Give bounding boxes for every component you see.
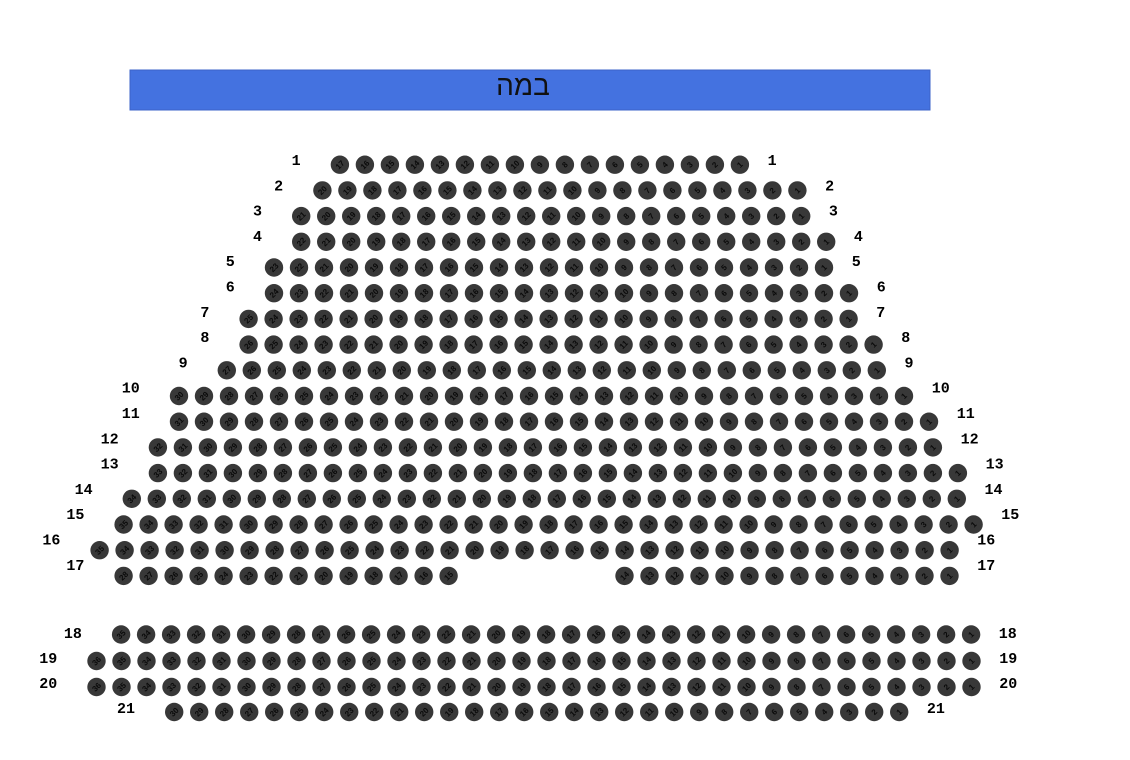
svg-text:16: 16 (977, 533, 995, 550)
svg-text:9: 9 (905, 355, 914, 372)
svg-text:2: 2 (825, 178, 834, 195)
svg-text:20: 20 (999, 676, 1017, 693)
svg-text:13: 13 (101, 457, 119, 474)
svg-text:1: 1 (768, 153, 777, 170)
svg-text:15: 15 (1001, 507, 1019, 524)
svg-text:5: 5 (852, 254, 861, 271)
svg-text:17: 17 (66, 558, 84, 575)
svg-text:9: 9 (179, 355, 188, 372)
svg-text:10: 10 (932, 381, 950, 398)
svg-text:18: 18 (999, 626, 1017, 643)
svg-text:19: 19 (39, 651, 57, 668)
svg-text:במה: במה (496, 70, 550, 101)
svg-text:19: 19 (999, 651, 1017, 668)
svg-text:6: 6 (877, 280, 886, 297)
svg-text:15: 15 (66, 507, 84, 524)
svg-text:17: 17 (977, 558, 995, 575)
svg-text:4: 4 (854, 229, 863, 246)
svg-text:4: 4 (253, 229, 262, 246)
svg-text:13: 13 (986, 457, 1004, 474)
svg-text:14: 14 (985, 482, 1003, 499)
svg-text:14: 14 (75, 482, 93, 499)
svg-text:18: 18 (64, 626, 82, 643)
svg-text:7: 7 (876, 305, 885, 322)
svg-text:2: 2 (274, 178, 283, 195)
svg-text:3: 3 (829, 204, 838, 221)
svg-text:11: 11 (122, 406, 140, 423)
svg-text:21: 21 (927, 701, 945, 718)
svg-text:1: 1 (292, 153, 301, 170)
svg-text:12: 12 (101, 431, 119, 448)
svg-text:10: 10 (122, 381, 140, 398)
svg-text:20: 20 (39, 676, 57, 693)
svg-text:7: 7 (200, 305, 209, 322)
svg-text:21: 21 (117, 701, 135, 718)
svg-text:11: 11 (957, 406, 975, 423)
svg-text:3: 3 (253, 204, 262, 221)
svg-text:5: 5 (226, 254, 235, 271)
svg-text:8: 8 (200, 330, 209, 347)
svg-text:6: 6 (226, 280, 235, 297)
svg-text:16: 16 (42, 533, 60, 550)
svg-text:12: 12 (961, 431, 979, 448)
svg-text:8: 8 (901, 330, 910, 347)
